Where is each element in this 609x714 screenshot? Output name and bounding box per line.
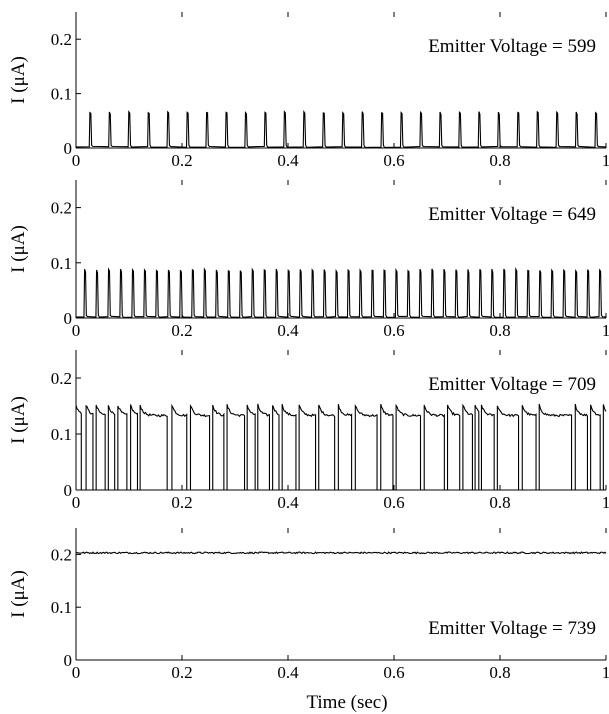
y-tick-label: 0 [64,651,73,670]
y-axis-label: I (μA) [8,56,29,104]
x-tick-label: 0.2 [171,663,192,682]
x-tick-label: 1 [602,493,609,512]
annotation-label: Emitter Voltage = 709 [428,374,596,395]
x-tick-label: 0.2 [171,151,192,170]
y-tick-label: 0.1 [51,85,72,104]
y-tick-label: 0.2 [51,369,72,388]
annotation-label: Emitter Voltage = 649 [428,204,596,225]
chart-panel-2: 0 0.2 0.4 0.6 0.8 1 0 0.1 0.2 I (μA) Emitter Volta… [8,180,609,340]
annotation-label: Emitter Voltage = 739 [428,618,596,639]
x-tick-label: 0.6 [383,663,404,682]
x-tick-label: 0 [72,321,81,340]
x-tick-label: 1 [602,151,609,170]
y-axis-label: I (μA) [8,570,29,618]
x-tick-label: 0.8 [489,663,510,682]
y-tick-label: 0 [64,481,73,500]
series-line [76,551,607,555]
x-tick-label: 0.6 [383,151,404,170]
x-tick-label: 1 [602,321,609,340]
chart-panel-1: 0 0.2 0.4 0.6 0.8 1 0 0.1 0.2 I (μA) Emitter Volta… [8,12,609,170]
x-tick-label: 0.2 [171,493,192,512]
series-line [75,110,607,149]
y-tick-label: 0 [64,309,73,328]
y-tick-label: 0.1 [51,425,72,444]
chart-panel-4: 0 0.2 0.4 0.6 0.8 1 0 0.1 0.2 I (μA) Emitter Volta… [8,528,609,713]
x-tick-label: 0.8 [489,321,510,340]
x-tick-label: 0 [72,151,81,170]
x-tick-label: 0.4 [277,321,299,340]
x-tick-label: 0.8 [489,151,510,170]
y-tick-label: 0.2 [51,545,72,564]
y-tick-label: 0.1 [51,598,72,617]
y-tick-label: 0.2 [51,30,72,49]
y-tick-label: 0.2 [51,199,72,218]
x-tick-label: 0.8 [489,493,510,512]
x-tick-label: 0.4 [277,493,299,512]
x-tick-label: 0 [72,493,81,512]
x-tick-label: 0.6 [383,321,404,340]
x-tick-label: 0 [72,663,81,682]
annotation-label: Emitter Voltage = 599 [428,36,596,57]
x-tick-label: 0.4 [277,151,299,170]
series-line [75,267,607,319]
x-tick-label: 0.6 [383,493,404,512]
x-tick-label: 1 [602,663,609,682]
x-tick-label: 0.4 [277,663,299,682]
y-axis-label: I (μA) [8,396,29,444]
x-tick-label: 0.2 [171,321,192,340]
x-axis-label: Time (sec) [306,692,387,713]
series-line [75,403,607,491]
y-axis-label: I (μA) [8,225,29,273]
y-tick-label: 0 [64,139,73,158]
chart-panel-3: 0 0.2 0.4 0.6 0.8 1 0 0.1 0.2 I (μA) Emitter Volta… [8,350,609,512]
y-tick-label: 0.1 [51,254,72,273]
